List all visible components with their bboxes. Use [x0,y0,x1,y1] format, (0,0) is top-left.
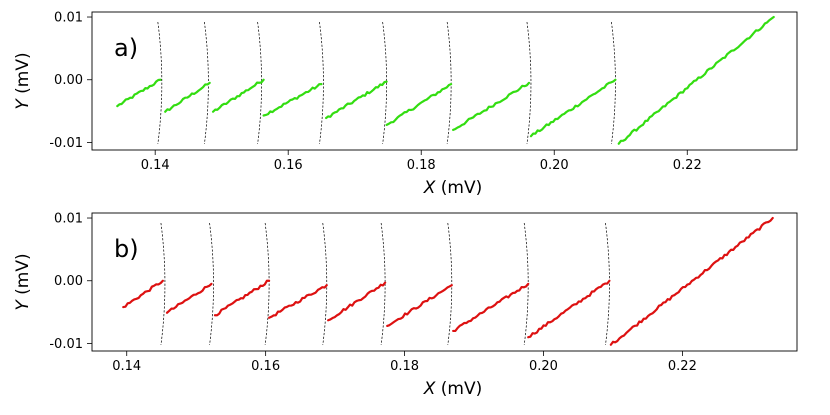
panel-b-trace-segment-6 [386,284,453,328]
panel-b-trace-segment-3 [213,279,271,317]
panel-b-x-ticks: 0.14 0.16 0.18 0.20 0.22 [112,351,697,374]
panel-b-trace-segment-5 [327,281,387,322]
panel-b-x-tick-label: 0.22 [668,359,697,374]
panel-b-x-tick-label: 0.14 [112,359,141,374]
panel-b-reset-guide [605,222,610,346]
panel-a-trace-segment-8 [529,78,617,138]
panel-b-y-var: Y [13,299,33,311]
panel-a-x-tick-label: 0.22 [673,158,702,173]
panel-b-x-var: X [423,379,436,399]
panel-b-x-unit: (mV) [435,379,482,399]
panel-a-y-tick-label: 0.01 [54,11,83,26]
panel-b-reset-guide [264,222,270,346]
panel-b-y-ticks: 0.01 0.00 -0.01 [49,212,92,352]
panel-a-x-unit: (mV) [435,178,482,198]
panel-a-trace-segment-4 [262,83,323,117]
panel-b-trace-segment-7 [452,282,530,333]
panel-a-reset-guide [157,21,163,145]
panel-a-trace-segment-3 [211,78,265,113]
panel-a-x-tick-label: 0.14 [141,158,170,173]
panel-a-y-unit: (mV) [13,52,33,99]
panel-a-label: a) [114,34,138,62]
panel-a-x-axis-label: X (mV) [423,178,483,198]
panel-a-y-tick-label: -0.01 [49,136,83,151]
panel-a-x-tick-label: 0.20 [540,158,569,173]
panel-a-reset-guide [382,21,387,145]
panel-a-trace-segment-2 [164,81,211,113]
panel-b-x-tick-label: 0.20 [529,359,558,374]
panel-b-reset-guide [209,222,214,346]
panel-a-x-tick-label: 0.18 [407,158,436,173]
panel-b-x-tick-label: 0.18 [390,359,419,374]
panel-a-reset-guide [526,21,532,145]
panel-a-reset-guide [446,21,452,145]
panel-a-reset-guide [319,21,324,145]
panel-b: 0.14 0.16 0.18 0.20 0.22 0.01 0.00 -0.01 b) X … [13,212,798,399]
panel-b-reset-guide [447,222,453,346]
panel-b-y-tick-label: -0.01 [49,337,83,352]
panel-a-traces [116,15,775,145]
panel-a-x-ticks: 0.14 0.16 0.18 0.20 0.22 [141,150,702,173]
panel-a-trace-segment-5 [325,80,388,120]
panel-b-x-tick-label: 0.16 [251,359,280,374]
panel-a-trace-segment-7 [452,81,531,132]
panel-b-trace-segment-1 [122,279,164,309]
panel-a-x-tick-label: 0.16 [274,158,303,173]
panel-b-y-tick-label: 0.00 [54,274,83,289]
panel-b-y-axis-label: Y (mV) [13,253,33,310]
panel-b-trace-segment-4 [268,284,328,319]
panel-b-y-unit: (mV) [13,253,33,300]
panel-a-reset-guide [611,21,616,145]
panel-a-x-var: X [423,178,436,198]
panel-a-y-axis-label: Y (mV) [13,52,33,109]
panel-a-y-tick-label: 0.00 [54,73,83,88]
panel-a-trace-segment-6 [385,83,453,127]
panel-b-trace-segment-2 [165,282,213,314]
panel-a-y-ticks: 0.01 0.00 -0.01 [49,11,92,151]
panel-b-y-tick-label: 0.01 [54,212,83,227]
panel-a-y-var: Y [13,98,33,110]
panel-b-axes-frame [91,212,798,352]
panel-b-label: b) [114,235,139,263]
panel-b-reset-guide [322,222,328,346]
panel-a-trace-segment-9 [617,15,775,145]
panel-a-trace-segment-1 [116,78,162,108]
panel-b-trace-segment-8 [527,279,611,339]
panel-b-traces [122,216,774,346]
panel-b-x-axis-label: X (mV) [423,379,483,399]
panel-b-reset-guide [160,222,166,346]
panel-b-trace-segment-9 [609,216,774,346]
panel-a: 0.14 0.16 0.18 0.20 0.22 0.01 0.00 -0.01 a) X … [13,11,798,198]
panel-a-axes-frame [91,11,798,151]
